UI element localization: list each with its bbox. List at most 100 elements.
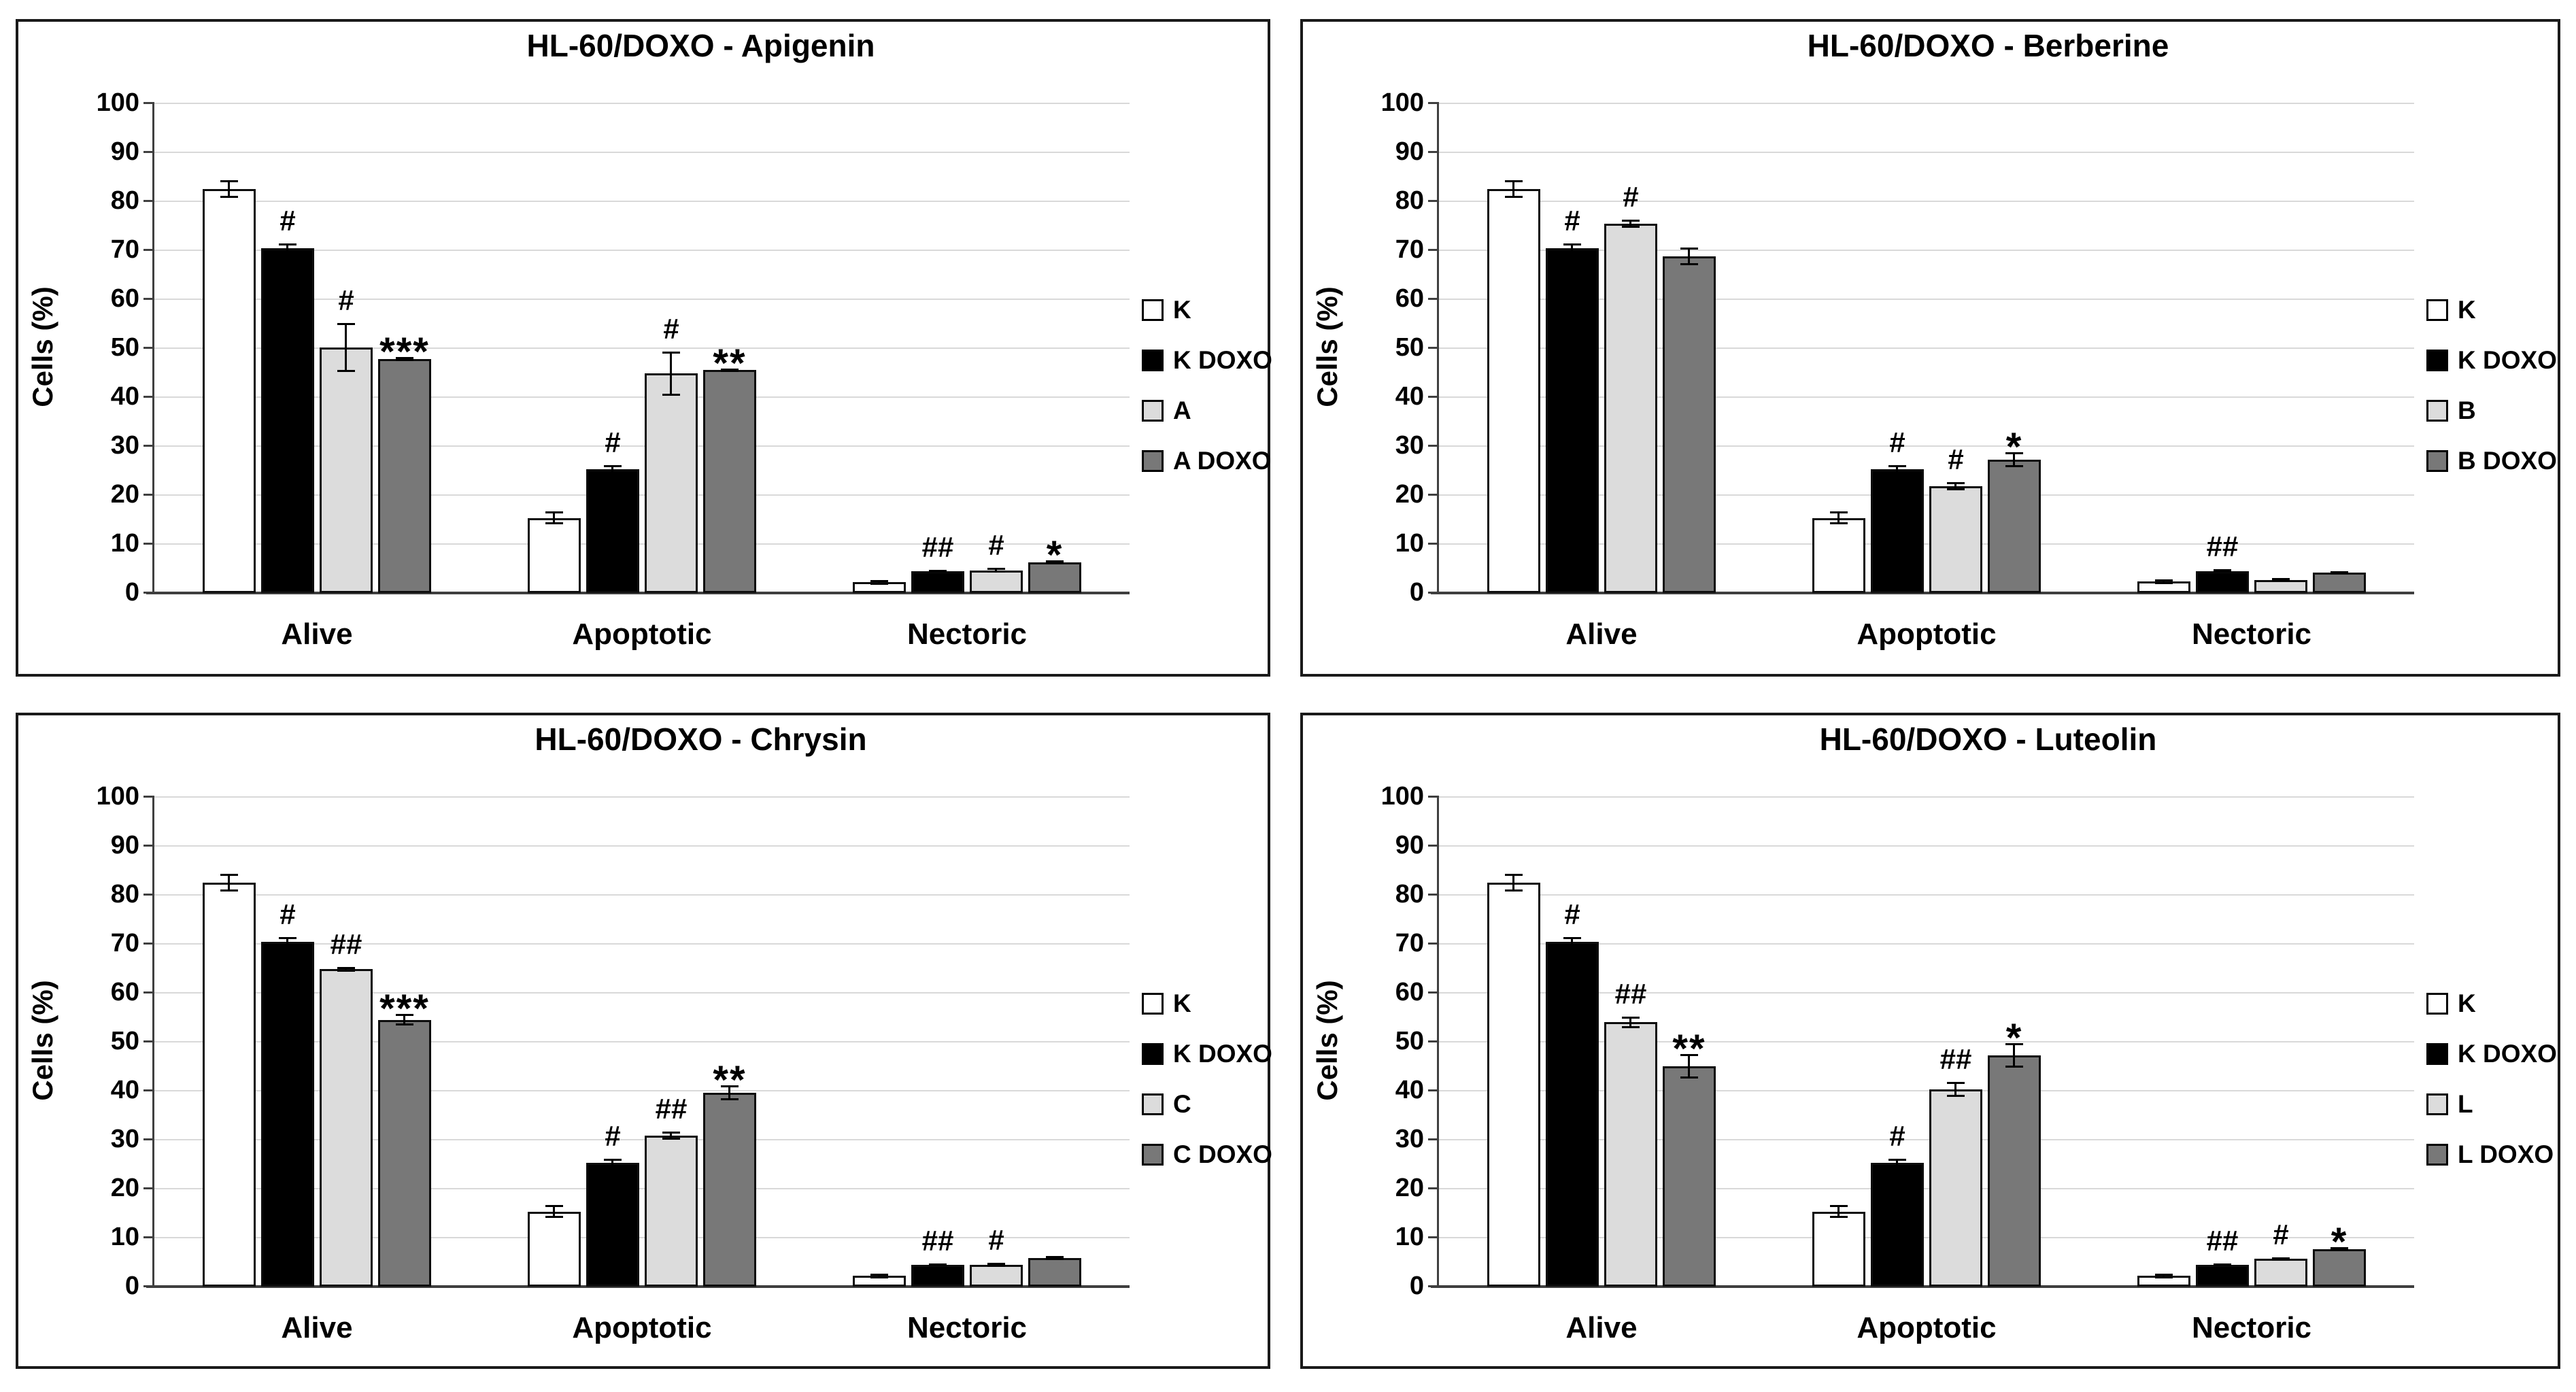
error-bar-cap — [1830, 1205, 1848, 1208]
gridline — [154, 347, 1130, 349]
error-bar-cap — [2155, 582, 2173, 585]
significance-label: ** — [713, 1058, 747, 1103]
y-tick-mark — [143, 396, 152, 398]
legend-swatch — [2426, 993, 2448, 1015]
y-tick-mark — [143, 845, 152, 847]
legend-label: K — [2458, 989, 2476, 1017]
bar-a — [645, 373, 698, 593]
gridline — [1439, 494, 2414, 496]
gridline — [1439, 1041, 2414, 1042]
error-bar-cap — [987, 571, 1005, 573]
bar-c — [970, 1265, 1023, 1287]
bar-k-doxo — [1546, 248, 1599, 593]
bar-k-doxo — [586, 469, 639, 593]
gridline — [1439, 894, 2414, 896]
bar-c — [645, 1136, 698, 1287]
significance-label: # — [1889, 1120, 1905, 1153]
significance-label: # — [988, 529, 1004, 562]
y-tick-label: 40 — [1395, 1076, 1424, 1104]
legend-item: A — [1142, 397, 1272, 424]
bar-l-doxo — [1663, 1066, 1716, 1287]
significance-label: # — [1564, 204, 1580, 237]
significance-label: # — [663, 313, 679, 345]
gridline — [154, 1188, 1130, 1189]
legend-swatch — [1142, 1144, 1164, 1166]
error-bar-cap — [1505, 889, 1523, 892]
bar-b-doxo — [1663, 256, 1716, 593]
error-bar-cap — [721, 370, 739, 373]
significance-label: # — [1564, 898, 1580, 930]
y-tick-label: 100 — [1380, 782, 1424, 811]
error-bar — [611, 465, 613, 473]
legend-item: K — [1142, 296, 1272, 324]
y-tick-mark — [143, 298, 152, 300]
plot-area: 0 10 20 30 40 50 60 70 80 90 100 # ## ** Alive # ## * Apop… — [1381, 782, 2414, 1344]
legend-label: K DOXO — [1173, 346, 1272, 374]
y-tick-mark — [1428, 796, 1437, 798]
legend-item: K DOXO — [2426, 347, 2557, 374]
bar-b-doxo — [1988, 460, 2041, 593]
y-tick-label: 20 — [110, 480, 139, 509]
legend-label: K — [1173, 296, 1191, 324]
error-bar — [2163, 579, 2165, 585]
gridline — [154, 943, 1130, 945]
bar-k — [528, 517, 581, 593]
error-bar — [728, 1085, 730, 1100]
bar-k-doxo — [1871, 1162, 1924, 1287]
y-tick-mark — [1428, 102, 1437, 104]
gridline — [1439, 347, 2414, 349]
bar-k — [203, 883, 256, 1287]
y-tick-mark — [143, 200, 152, 202]
error-bar — [1837, 1205, 1840, 1219]
y-tick-mark — [1428, 1236, 1437, 1238]
gridline — [1439, 796, 2414, 798]
error-bar-cap — [337, 970, 355, 972]
error-bar-cap — [662, 1132, 680, 1134]
error-bar-cap — [337, 322, 355, 325]
significance-label: ## — [2206, 530, 2239, 563]
significance-label: * — [2331, 1219, 2348, 1264]
gridline — [154, 1139, 1130, 1140]
error-bar-cap — [604, 465, 622, 468]
y-tick-mark — [143, 1040, 152, 1042]
error-bar-cap — [220, 889, 238, 892]
gridline — [154, 494, 1130, 496]
error-bar-cap — [1947, 482, 1965, 485]
error-bar-cap — [279, 936, 296, 939]
error-bar-cap — [987, 1265, 1005, 1268]
legend-swatch — [2426, 1144, 2448, 1166]
legend-swatch — [1142, 1043, 1164, 1065]
error-bar-cap — [1830, 522, 1848, 525]
bar-k — [203, 189, 256, 593]
error-bar-cap — [337, 369, 355, 372]
error-bar-cap — [220, 195, 238, 198]
category-label: Apoptotic — [1857, 1311, 1997, 1344]
y-tick-label: 90 — [110, 831, 139, 860]
error-bar — [228, 180, 230, 198]
category-label: Alive — [281, 1311, 353, 1344]
chart-title: HL-60/DOXO - Berberine — [1807, 28, 2169, 63]
error-bar-cap — [396, 356, 413, 359]
error-bar-cap — [1680, 1076, 1698, 1079]
gridline — [1439, 943, 2414, 945]
error-bar-cap — [2214, 1264, 2231, 1267]
error-bar-cap — [2005, 464, 2023, 467]
y-tick-mark — [143, 894, 152, 896]
bar-k-doxo — [1871, 469, 1924, 593]
legend: K K DOXO A A DOXO — [1142, 296, 1272, 498]
error-bar-cap — [2155, 1273, 2173, 1276]
error-bar-cap — [870, 579, 888, 582]
category-label: Nectoric — [906, 1311, 1028, 1344]
legend-swatch — [1142, 1093, 1164, 1115]
error-bar — [286, 243, 288, 254]
legend-item: K DOXO — [1142, 1040, 1272, 1068]
error-bar-cap — [987, 1263, 1005, 1266]
plot-area: 0 10 20 30 40 50 60 70 80 90 100 # ## *** Alive # ## ** Ap… — [97, 782, 1130, 1344]
x-axis-line — [146, 1285, 1130, 1288]
y-tick-mark — [143, 1138, 152, 1140]
significance-label: ## — [1614, 977, 1647, 1010]
y-tick-label: 90 — [110, 137, 139, 166]
y-tick-mark — [1428, 1187, 1437, 1189]
y-tick-label: 10 — [110, 1223, 139, 1251]
